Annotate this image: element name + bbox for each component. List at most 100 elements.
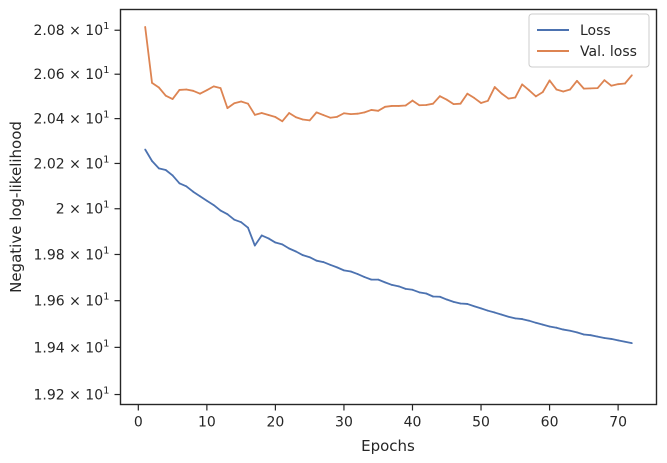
data-point bbox=[144, 26, 147, 28]
data-point bbox=[233, 218, 236, 221]
data-point bbox=[199, 195, 201, 198]
y-tick-label: 2.08 × 101 bbox=[34, 21, 110, 39]
x-axis-label: Epochs bbox=[361, 437, 415, 455]
x-tick-label: 30 bbox=[335, 415, 353, 431]
data-point bbox=[480, 307, 482, 310]
data-point bbox=[459, 302, 462, 305]
y-tick-label: 1.92 × 101 bbox=[34, 386, 110, 404]
data-point bbox=[178, 182, 181, 185]
data-point bbox=[192, 89, 195, 92]
data-point bbox=[439, 95, 441, 98]
data-point bbox=[226, 213, 229, 216]
data-point bbox=[343, 112, 345, 115]
y-tick-label: 2.02 × 101 bbox=[34, 154, 110, 172]
data-point bbox=[164, 169, 167, 171]
plot-frame bbox=[119, 8, 658, 406]
data-point bbox=[185, 185, 188, 188]
data-point bbox=[205, 89, 208, 92]
data-point bbox=[425, 104, 428, 106]
data-point bbox=[397, 105, 400, 107]
data-point bbox=[322, 114, 325, 116]
data-point bbox=[274, 116, 277, 118]
data-point bbox=[363, 111, 366, 114]
data-point bbox=[308, 119, 311, 122]
data-point bbox=[349, 270, 352, 273]
data-point bbox=[329, 116, 332, 119]
data-point bbox=[329, 263, 332, 266]
legend-label-val-loss: Val. loss bbox=[580, 44, 637, 60]
data-point bbox=[466, 303, 469, 305]
y-axis: 1.92 × 101 1.94 × 101 1.96 × 101 1.98 × 101… bbox=[34, 21, 121, 404]
data-point bbox=[418, 291, 421, 294]
x-tick-label: 10 bbox=[198, 415, 216, 431]
y-tick-label: 1.98 × 101 bbox=[34, 245, 110, 263]
data-point bbox=[534, 321, 537, 324]
y-tick-label: 1.96 × 101 bbox=[34, 292, 110, 310]
data-point bbox=[589, 334, 592, 337]
data-point bbox=[507, 97, 510, 100]
data-point bbox=[528, 89, 530, 92]
data-point bbox=[507, 315, 510, 318]
x-tick-label: 70 bbox=[609, 415, 627, 431]
data-point bbox=[411, 288, 414, 291]
data-point bbox=[617, 83, 620, 86]
data-point bbox=[500, 92, 503, 95]
data-point bbox=[164, 94, 167, 97]
data-point bbox=[171, 174, 174, 177]
data-point bbox=[157, 167, 160, 170]
x-tick-label: 50 bbox=[472, 415, 490, 431]
data-point bbox=[562, 328, 565, 331]
y-tick-label: 2.04 × 101 bbox=[34, 110, 110, 128]
data-point bbox=[521, 318, 524, 320]
legend-frame bbox=[528, 13, 650, 68]
data-point bbox=[219, 209, 222, 212]
data-point bbox=[452, 103, 455, 106]
data-point bbox=[425, 292, 428, 295]
data-point bbox=[576, 331, 578, 334]
data-point bbox=[459, 102, 462, 105]
data-point bbox=[610, 84, 613, 87]
data-point bbox=[384, 105, 386, 108]
data-point bbox=[624, 340, 626, 343]
data-point bbox=[576, 79, 578, 82]
data-point bbox=[439, 295, 441, 298]
data-point bbox=[226, 107, 229, 110]
x-tick-label: 60 bbox=[541, 415, 559, 431]
data-point bbox=[473, 305, 476, 308]
data-point bbox=[432, 102, 434, 105]
data-point bbox=[534, 95, 537, 98]
data-point bbox=[192, 190, 195, 193]
data-point bbox=[240, 100, 243, 103]
data-point bbox=[562, 90, 565, 93]
legend-label-loss: Loss bbox=[580, 23, 611, 39]
data-point bbox=[596, 335, 599, 338]
data-point bbox=[151, 81, 153, 84]
data-point bbox=[281, 120, 284, 123]
data-point bbox=[212, 85, 215, 88]
y-axis-label: Negative log-likelihood bbox=[7, 121, 25, 293]
data-point bbox=[295, 116, 297, 119]
data-point bbox=[569, 88, 572, 91]
x-axis: 0 10 20 30 40 50 60 70 bbox=[134, 404, 627, 431]
data-point bbox=[260, 234, 263, 237]
data-point bbox=[603, 337, 606, 339]
data-point bbox=[514, 96, 517, 99]
data-point bbox=[343, 269, 345, 272]
data-point bbox=[377, 109, 380, 112]
data-point bbox=[391, 105, 393, 107]
data-point bbox=[315, 259, 318, 262]
data-point bbox=[418, 104, 421, 107]
data-point bbox=[466, 92, 469, 95]
data-point bbox=[528, 319, 530, 322]
data-point bbox=[603, 79, 606, 82]
data-point bbox=[349, 113, 352, 116]
data-point bbox=[404, 104, 407, 107]
data-point bbox=[171, 98, 174, 100]
data-point bbox=[267, 114, 270, 116]
data-point bbox=[377, 278, 380, 281]
x-tick-label: 0 bbox=[134, 415, 143, 431]
data-point bbox=[336, 266, 338, 269]
data-point bbox=[432, 295, 434, 298]
data-point bbox=[541, 91, 544, 94]
